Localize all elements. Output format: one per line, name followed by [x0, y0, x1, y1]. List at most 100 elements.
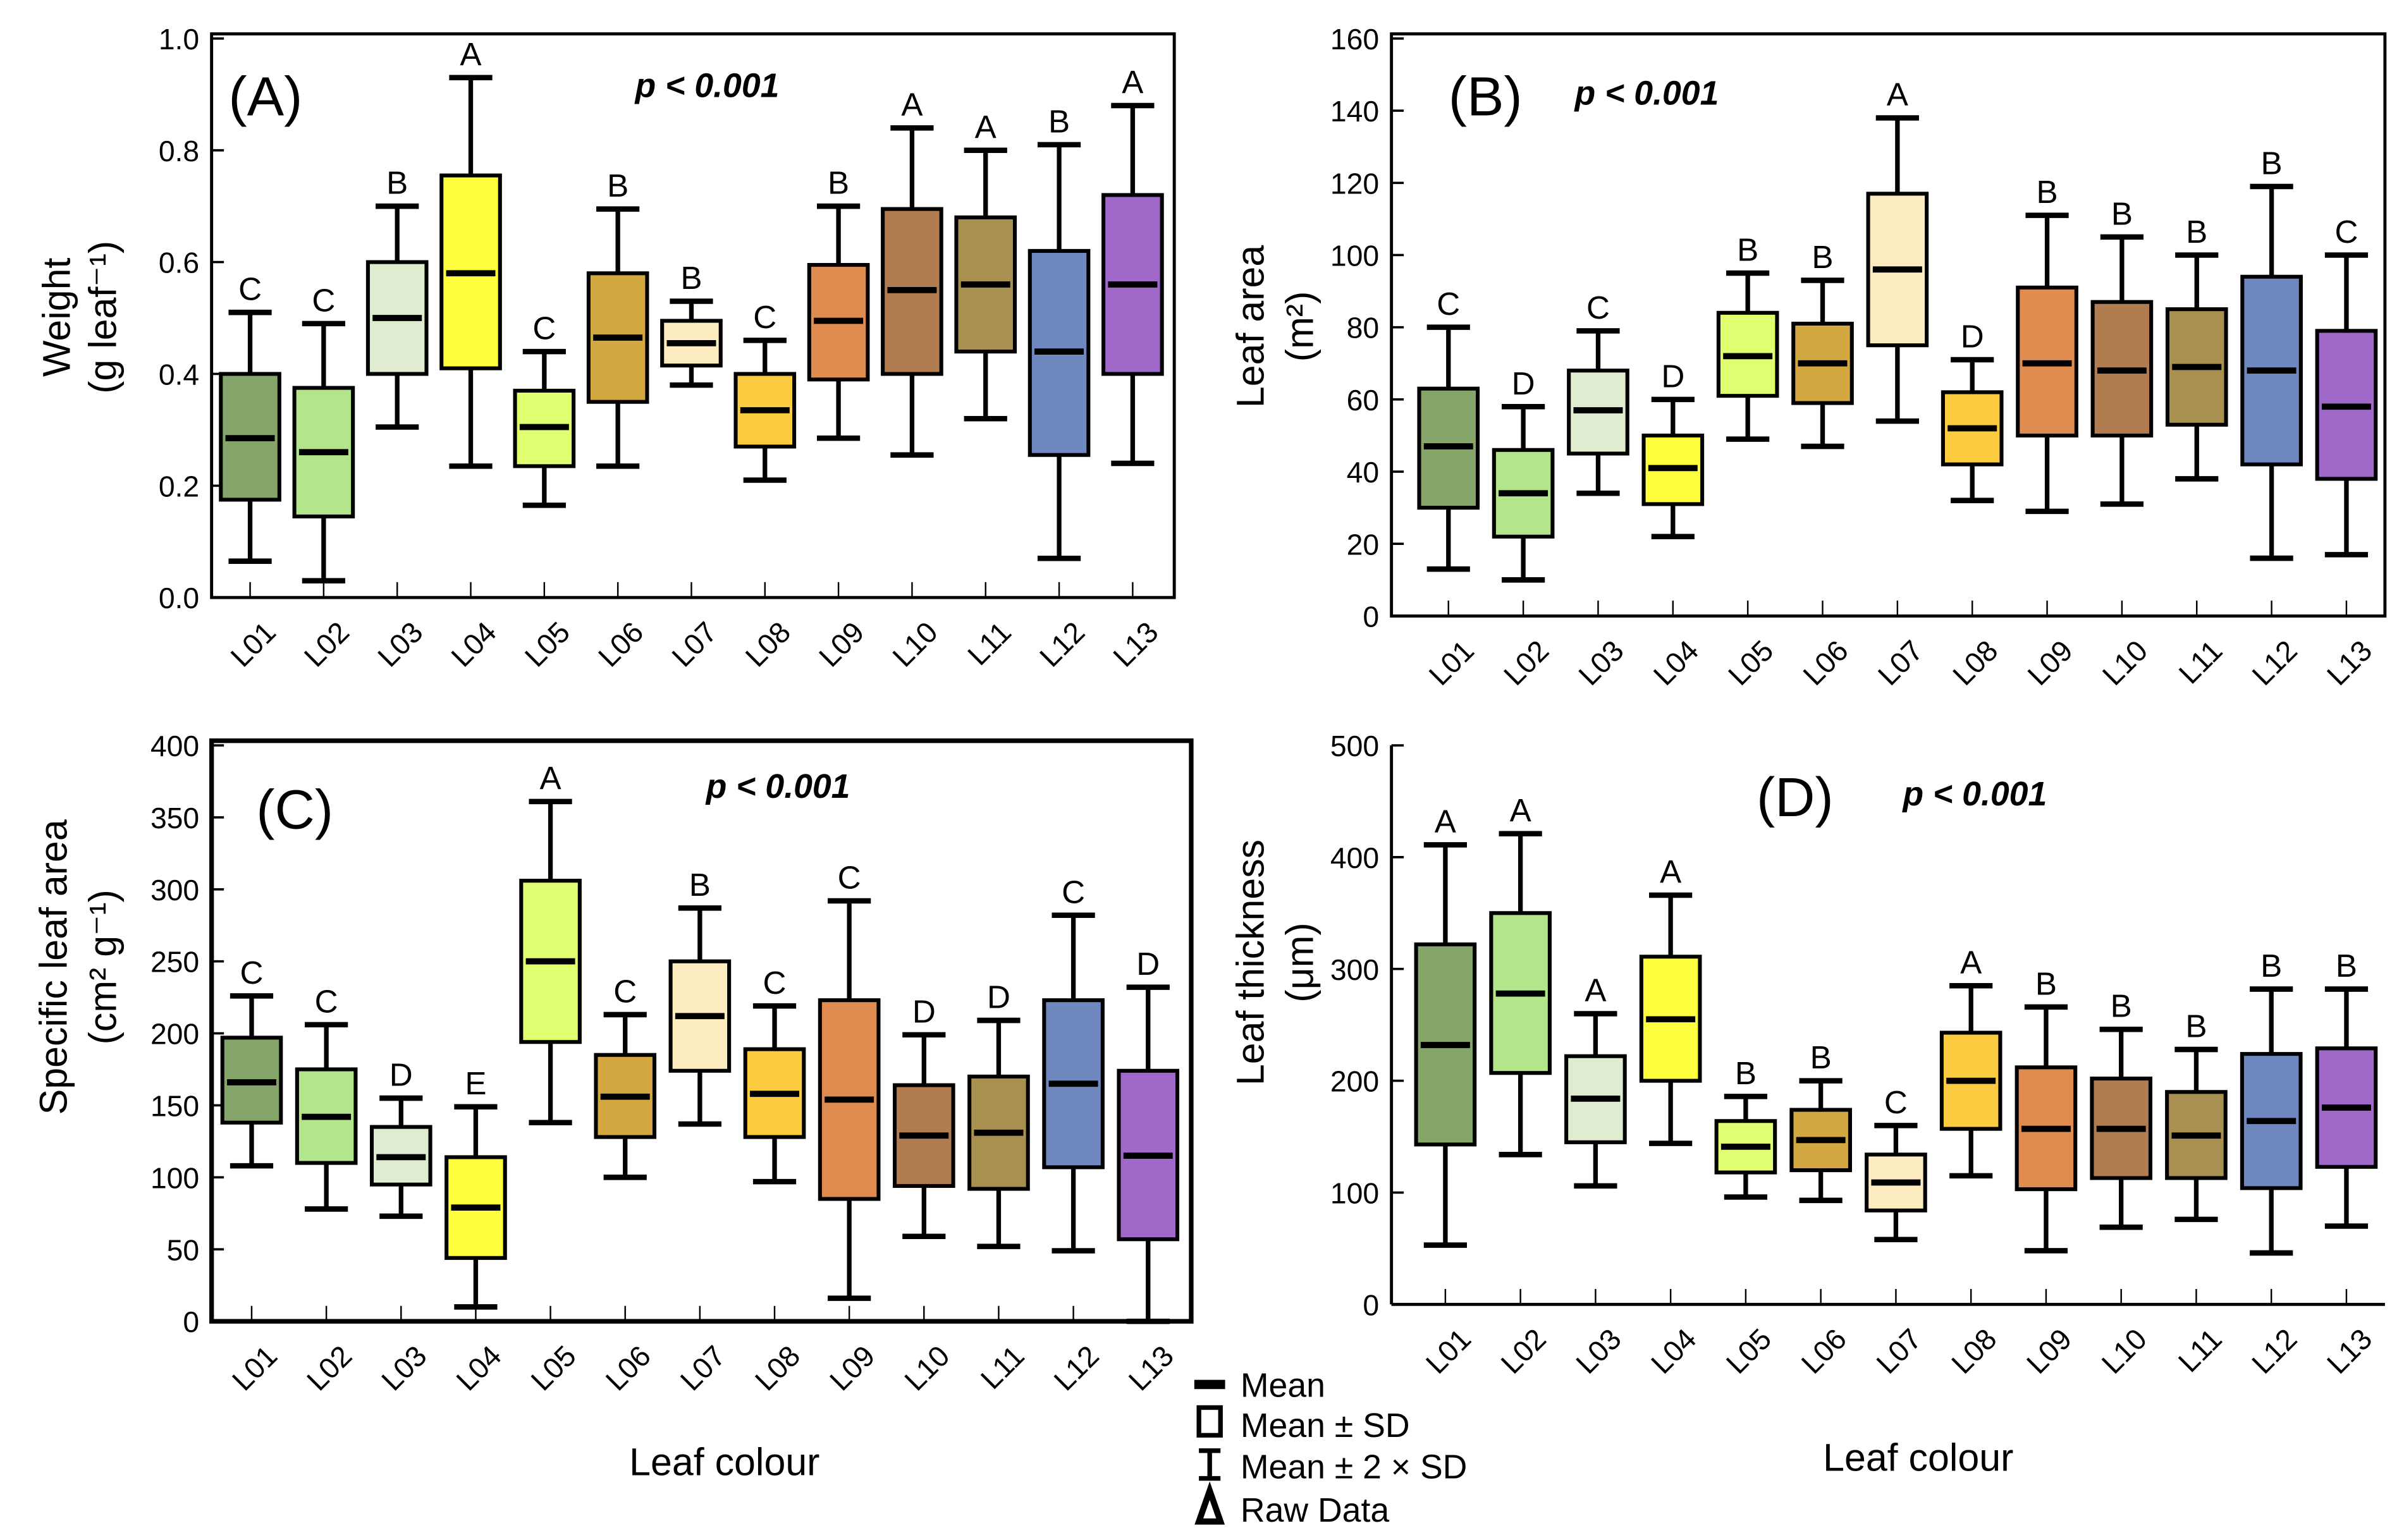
group-letter-L05: B: [1735, 1055, 1757, 1091]
x-tick-label-L05: L05: [1720, 1322, 1777, 1379]
y-axis-unit: (g leaf⁻¹): [82, 241, 125, 394]
x-tick-label-L10: L10: [2096, 634, 2154, 692]
group-letter-L05: A: [540, 760, 562, 796]
x-tick-label-L03: L03: [375, 1339, 432, 1396]
p-value: p < 0.001: [1901, 775, 2047, 813]
group-letter-L09: B: [2036, 174, 2058, 210]
group-letter-L01: C: [240, 955, 264, 991]
x-tick-label-L11: L11: [2172, 1322, 2228, 1378]
y-tick-label: 160: [1330, 23, 1379, 56]
group-letter-L03: D: [389, 1057, 413, 1093]
x-tick-label-L07: L07: [674, 1339, 732, 1396]
x-tick-label-L11: L11: [2173, 634, 2229, 690]
x-axis-label: Leaf colour: [629, 1441, 819, 1484]
group-letter-L02: A: [1510, 792, 1532, 828]
p-value: p < 0.001: [1574, 75, 1719, 113]
group-letter-L02: D: [1512, 365, 1535, 401]
y-tick-label: 300: [1330, 953, 1379, 986]
y-tick-label: 0: [183, 1305, 199, 1338]
legend-raw-label: Raw Data: [1241, 1491, 1389, 1529]
group-letter-L10: D: [912, 993, 936, 1029]
panel-tag: (D): [1757, 766, 1834, 828]
y-tick-label: 150: [150, 1089, 199, 1122]
y-tick-label: 0: [1363, 600, 1379, 633]
group-letter-L13: D: [1136, 946, 1160, 982]
y-axis-label: Weight: [35, 258, 78, 377]
x-tick-label-L02: L02: [1495, 1322, 1552, 1379]
group-letter-L03: A: [1585, 972, 1607, 1008]
group-letter-L06: C: [613, 973, 637, 1009]
x-tick-label-L10: L10: [898, 1339, 955, 1396]
y-tick-label: 200: [150, 1018, 199, 1051]
group-letter-L01: C: [1437, 286, 1460, 322]
y-tick-label: 0.8: [159, 135, 199, 168]
x-tick-label-L09: L09: [823, 1339, 881, 1396]
x-tick-label-L05: L05: [518, 615, 576, 673]
group-letter-L11: D: [987, 979, 1010, 1015]
x-tick-label-L09: L09: [813, 615, 870, 673]
legend-sd-swatch: [1196, 1405, 1223, 1438]
y-tick-label: 350: [150, 802, 199, 834]
x-tick-label-L06: L06: [1796, 634, 1854, 692]
group-letter-L07: B: [680, 260, 702, 296]
x-tick-label-L08: L08: [749, 1339, 806, 1396]
x-tick-label-L12: L12: [2245, 1322, 2303, 1379]
x-tick-label-L05: L05: [525, 1339, 582, 1396]
y-tick-label: 300: [150, 874, 199, 907]
x-tick-label-L02: L02: [1497, 634, 1555, 692]
panel-b: 0 20 40 60 80 100 120 140 160 C L01 D L02 C L03 D L04 B L0…: [1229, 23, 2387, 1479]
group-letter-L02: C: [315, 983, 338, 1019]
x-tick-label-L04: L04: [1647, 634, 1705, 692]
y-tick-label: 500: [1330, 730, 1379, 762]
p-value: p < 0.001: [705, 767, 850, 805]
y-tick-label: 0: [1363, 1288, 1379, 1321]
y-axis-label: Specific leaf area: [32, 819, 75, 1115]
legend-raw-swatch: [1194, 1481, 1225, 1525]
group-letter-L06: B: [1812, 239, 1833, 275]
x-tick-label-L01: L01: [226, 1339, 283, 1396]
x-tick-label-L10: L10: [886, 615, 943, 673]
y-axis-label: Leaf area: [1229, 245, 1272, 408]
x-tick-label-L01: L01: [1420, 1322, 1477, 1379]
x-tick-label-L13: L13: [2321, 634, 2378, 692]
x-tick-label-L04: L04: [450, 1339, 507, 1396]
group-letter-L05: B: [1737, 232, 1758, 268]
group-letter-L06: B: [1810, 1039, 1832, 1075]
y-tick-label: 60: [1347, 384, 1379, 417]
x-tick-label-L12: L12: [1048, 1339, 1105, 1396]
group-letter-L08: C: [763, 965, 787, 1001]
x-tick-label-L03: L03: [1569, 1322, 1627, 1379]
panel-d: 0 100 200 300 400 500 A L01 A L02 A L03 A L04 B L05 B L06…: [1229, 730, 2385, 1380]
group-letter-L04: E: [465, 1065, 486, 1101]
group-letter-L11: B: [2185, 1008, 2207, 1044]
p-value: p < 0.001: [634, 66, 780, 104]
y-tick-label: 120: [1330, 167, 1379, 200]
group-letter-L07: A: [1887, 76, 1909, 113]
x-tick-label-L03: L03: [371, 615, 429, 673]
legend-sd2-swatch: [1199, 1448, 1221, 1481]
x-tick-label-L01: L01: [1423, 634, 1480, 692]
panel-c: 0 50 100 150 200 250 300 350 400 C L01 C L02 D L03 E L04…: [32, 730, 1194, 1484]
group-letter-L12: C: [1062, 874, 1085, 910]
y-tick-label: 0.0: [159, 582, 199, 614]
x-tick-label-L07: L07: [665, 615, 723, 673]
x-tick-label-L04: L04: [1645, 1322, 1702, 1379]
x-tick-label-L11: L11: [961, 615, 1017, 671]
x-tick-label-L08: L08: [1945, 1322, 2002, 1379]
y-axis-unit: (μm): [1278, 922, 1321, 1002]
x-tick-label-L13: L13: [1107, 615, 1164, 673]
panel-tag: (C): [256, 779, 333, 841]
x-tick-label-L07: L07: [1872, 634, 1929, 692]
x-tick-label-L01: L01: [224, 615, 282, 673]
y-tick-label: 20: [1347, 528, 1379, 561]
y-axis-label: Leaf thickness: [1229, 840, 1272, 1085]
legend-mean-label: Mean: [1241, 1366, 1325, 1404]
x-tick-label-L09: L09: [2020, 1322, 2078, 1379]
x-tick-label-L06: L06: [599, 1339, 657, 1396]
group-letter-L01: A: [1435, 804, 1457, 840]
group-letter-L05: C: [532, 310, 556, 346]
x-tick-label-L13: L13: [2321, 1322, 2378, 1379]
legend: Mean Mean ± SD Mean ± 2 × SD Raw Data: [1194, 1366, 1467, 1529]
group-letter-L03: B: [386, 165, 408, 201]
